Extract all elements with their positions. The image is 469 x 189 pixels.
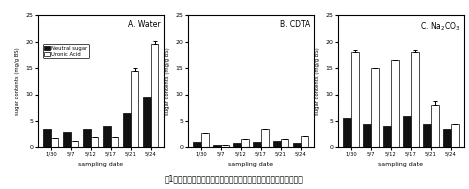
Bar [261, 129, 268, 147]
Y-axis label: sugar contents (mg/g BS): sugar contents (mg/g BS) [315, 47, 320, 115]
Bar [273, 141, 281, 147]
Text: C. Na$_2$CO$_3$: C. Na$_2$CO$_3$ [420, 20, 461, 33]
Bar [213, 145, 221, 147]
Bar [343, 118, 351, 147]
Bar [403, 116, 411, 147]
Bar [51, 138, 59, 147]
Bar [253, 142, 261, 147]
Y-axis label: sugar contents (mg/g BS): sugar contents (mg/g BS) [15, 47, 20, 115]
Bar [424, 124, 431, 147]
Text: A. Water: A. Water [128, 20, 160, 29]
Bar [143, 97, 151, 147]
Bar [43, 129, 51, 147]
Bar [293, 143, 301, 147]
Bar [351, 52, 359, 147]
Text: 図1　モモ由来の粗細胞壁から各種処理により抜出された多糖の重: 図1 モモ由来の粗細胞壁から各種処理により抜出された多糖の重 [165, 174, 304, 184]
Bar [123, 113, 131, 147]
Bar [201, 133, 209, 147]
Bar [193, 142, 201, 147]
Bar [383, 126, 391, 147]
Bar [71, 141, 78, 147]
Bar [363, 124, 371, 147]
Bar [241, 139, 249, 147]
Bar [451, 124, 459, 147]
Bar [111, 137, 118, 147]
Bar [91, 137, 98, 147]
Y-axis label: sugar contents (mg/g BS): sugar contents (mg/g BS) [165, 47, 170, 115]
Bar [103, 126, 111, 147]
Legend: Neutral sugar, Uronic Acid: Neutral sugar, Uronic Acid [43, 44, 89, 58]
Text: B. CDTA: B. CDTA [280, 20, 310, 29]
Bar [443, 129, 451, 147]
X-axis label: sampling date: sampling date [78, 162, 123, 167]
Bar [371, 68, 378, 147]
Bar [301, 136, 309, 147]
Bar [281, 139, 288, 147]
Bar [431, 105, 439, 147]
Bar [151, 44, 159, 147]
X-axis label: sampling date: sampling date [228, 162, 273, 167]
X-axis label: sampling date: sampling date [378, 162, 424, 167]
Bar [234, 143, 241, 147]
Bar [411, 52, 418, 147]
Bar [131, 71, 138, 147]
Bar [83, 129, 91, 147]
Bar [63, 132, 71, 147]
Bar [391, 60, 399, 147]
Bar [221, 145, 228, 147]
